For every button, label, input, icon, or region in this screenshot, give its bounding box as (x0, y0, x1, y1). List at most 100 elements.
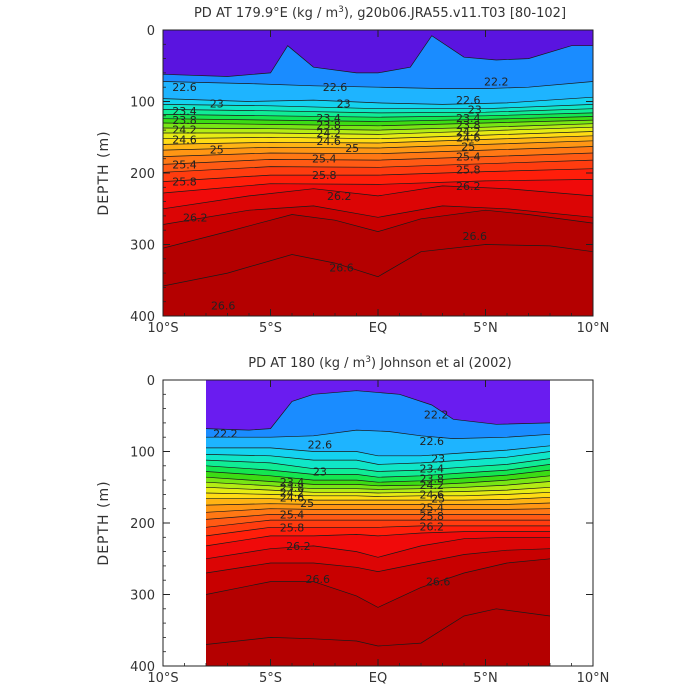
contour-label: 23.8 (456, 119, 481, 132)
contour-line-24.2 (163, 123, 593, 131)
y-tick-label: 0 (147, 24, 155, 39)
contour-label: 26.6 (426, 576, 451, 589)
y-tick-label: 300 (130, 589, 155, 604)
x-tick-label: 10°S (147, 671, 178, 686)
contour-label: 23.4 (456, 112, 481, 125)
contour-label: 26.6 (329, 261, 354, 274)
bottom-panel: PD AT 180 (kg / m3) Johnson et al (2002)… (96, 355, 609, 686)
top-contour-lines (163, 35, 593, 287)
contour-line-24 (163, 119, 593, 127)
top-title: PD AT 179.9°E (kg / m3), g20b06.JRA55.v1… (194, 5, 566, 21)
contour-label: 22.2 (484, 76, 509, 89)
contour-line-26.4 (206, 548, 550, 574)
bottom-title: PD AT 180 (kg / m3) Johnson et al (2002) (248, 355, 512, 371)
contour-line-24.4 (163, 126, 593, 135)
contour-label: 25.4 (420, 501, 445, 514)
contour-line-26 (163, 179, 593, 194)
contour-label: 23.4 (280, 476, 305, 489)
contour-label: 23 (210, 98, 224, 111)
contour-line-24.4 (206, 486, 550, 494)
contour-line-24 (206, 475, 550, 487)
contour-line-26.8 (163, 244, 593, 287)
contour-label: 26.2 (286, 540, 311, 553)
contour-label: 26.2 (420, 521, 445, 534)
contour-label: 25 (431, 493, 445, 506)
y-tick-label: 0 (147, 374, 155, 389)
contour-line-26 (206, 531, 550, 547)
y-tick-label: 100 (130, 96, 155, 111)
x-tick-label: 5°S (259, 321, 282, 336)
contour-label: 24.2 (172, 123, 197, 136)
contour-label: 26.6 (463, 230, 488, 243)
contour-line-23 (163, 96, 593, 105)
x-tick-label: EQ (369, 321, 387, 336)
top-axes: 10°S 5°S EQ 5°N 10°N 0 100 200 300 400 (130, 24, 609, 336)
x-tick-label: 10°N (577, 671, 610, 686)
band-top (206, 380, 550, 431)
bottom-filled-contours (206, 380, 550, 666)
y-tick-label: 200 (130, 167, 155, 182)
contour-line-22.6 (163, 81, 593, 89)
contour-line-22.2 (206, 390, 550, 431)
contour-line-24.2 (206, 481, 550, 490)
y-tick-label: 200 (130, 517, 155, 532)
contour-label: 22.6 (456, 94, 481, 107)
contour-line-24.6 (206, 491, 550, 497)
contour-label: 24.2 (456, 126, 481, 139)
contour-line-23.4 (163, 108, 593, 114)
band-top (163, 30, 593, 77)
contour-line-25.2 (163, 146, 593, 157)
contour-label: 22.6 (172, 81, 197, 94)
contour-line-26.8 (206, 608, 550, 647)
contour-label: 23.8 (172, 114, 197, 127)
contour-label: 26.2 (327, 190, 352, 203)
contour-label: 25 (300, 497, 314, 510)
contour-label: 23.4 (316, 112, 341, 125)
contour-label: 25 (461, 141, 475, 154)
contour-label: 22.2 (213, 428, 238, 441)
contour-line-23.2 (206, 451, 550, 465)
contour-line-25 (206, 502, 550, 506)
x-tick-label: 10°S (147, 321, 178, 336)
contour-label: 25.8 (312, 169, 337, 182)
contour-line-26.4 (163, 205, 593, 225)
contour-label: 26.2 (456, 180, 481, 193)
contour-label: 23 (337, 98, 351, 111)
contour-label: 25.8 (172, 176, 197, 189)
contour-label: 24.6 (420, 488, 445, 501)
y-tick-label: 300 (130, 239, 155, 254)
contour-label: 22.6 (420, 435, 445, 448)
bottom-contour-lines (206, 390, 550, 647)
x-tick-label: 5°N (473, 321, 498, 336)
contour-line-23 (206, 445, 550, 457)
contour-label: 25.8 (420, 510, 445, 523)
bottom-axes: 10°S 5°S EQ 5°N 10°N 0 100 200 300 400 (130, 374, 609, 686)
contour-line-24.8 (163, 135, 593, 145)
top-panel: PD AT 179.9°E (kg / m3), g20b06.JRA55.v1… (96, 5, 609, 336)
contour-label: 25.4 (312, 153, 337, 166)
contour-label: 23.4 (172, 105, 197, 118)
contour-line-25.2 (206, 508, 550, 513)
contour-label: 23.8 (280, 481, 305, 494)
contour-line-25.8 (163, 168, 593, 182)
contour-line-26.2 (163, 185, 593, 210)
contour-label: 26.2 (183, 211, 208, 224)
contour-line-25 (163, 140, 593, 151)
contour-label: 25.4 (280, 508, 305, 521)
x-tick-label: EQ (369, 671, 387, 686)
contour-label: 26.6 (306, 573, 331, 586)
bottom-contour-labels: 22.222.222.6 22.6232323.423.423.823.824.2… (213, 408, 450, 588)
contour-line-26.6 (163, 209, 593, 249)
contour-label: 23.4 (420, 463, 445, 476)
contour-label: 24.2 (280, 486, 305, 499)
y-tick-label: 100 (130, 446, 155, 461)
contour-label: 24.6 (456, 131, 481, 144)
y-tick-label: 400 (130, 660, 155, 675)
contour-line-23.8 (206, 469, 550, 483)
contour-line-25.4 (206, 514, 550, 520)
contour-label: 25.8 (280, 521, 305, 534)
bottom-y-axis-label: DEPTH (m) (96, 480, 112, 565)
